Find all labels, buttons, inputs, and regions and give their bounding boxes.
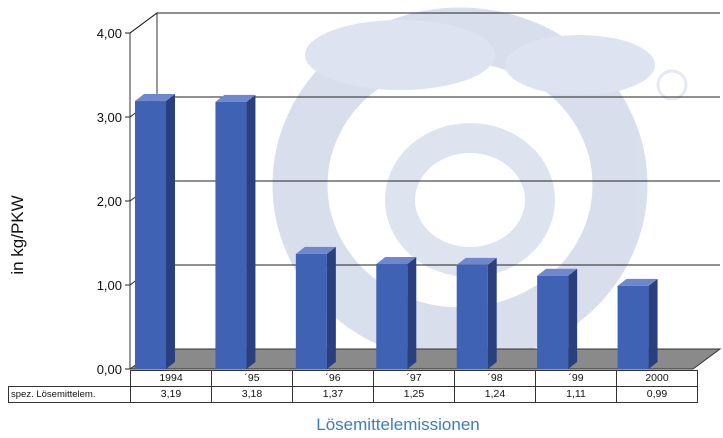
bar-front: [376, 264, 407, 369]
bar-side: [246, 95, 255, 369]
table-value-cell: 3,19: [131, 387, 212, 403]
table-category-cell: 2000: [617, 371, 698, 387]
bar: [537, 269, 577, 369]
y-axis-ticks: 0,001,002,003,004,00: [97, 26, 130, 377]
bar-front: [135, 101, 166, 369]
data-table: 1994 ´95 ´96 ´97 ´98 ´99 2000 spez. Löse…: [8, 370, 698, 403]
table-value-cell: 1,11: [536, 387, 617, 403]
watermark-swirl-top: [305, 20, 495, 90]
y-axis-label: in kg/PKW: [8, 195, 28, 274]
table-value-cell: 1,37: [293, 387, 374, 403]
bar-front: [537, 276, 568, 369]
table-value-cell: 0,99: [617, 387, 698, 403]
bar-front: [618, 286, 649, 369]
series-name-cell: spez. Lösemittelem.: [9, 387, 131, 403]
chart-caption: Lösemittelemissionen: [248, 415, 548, 435]
table-header-row: 1994 ´95 ´96 ´97 ´98 ´99 2000: [9, 371, 698, 387]
bar-side: [407, 257, 416, 369]
table-category-cell: ´97: [374, 371, 455, 387]
watermark-swirl-inner: [400, 138, 540, 262]
bar-side: [568, 269, 577, 369]
table-corner: [9, 371, 131, 387]
watermark-swirl-right: [505, 35, 655, 95]
table-value-cell: 3,18: [212, 387, 293, 403]
bar: [376, 257, 416, 369]
table-value-cell: 1,25: [374, 387, 455, 403]
bar: [135, 94, 175, 369]
bar-side: [327, 247, 336, 369]
bar-front: [296, 254, 327, 369]
table-category-cell: ´96: [293, 371, 374, 387]
bar-front: [457, 265, 488, 369]
table-category-cell: ´99: [536, 371, 617, 387]
table-category-cell: 1994: [131, 371, 212, 387]
table-category-cell: ´98: [455, 371, 536, 387]
table-category-cell: ´95: [212, 371, 293, 387]
bar: [215, 95, 255, 369]
y-tick-label: 1,00: [97, 278, 122, 293]
y-tick-label: 2,00: [97, 194, 122, 209]
bar-side: [488, 258, 497, 369]
y-tick-label: 3,00: [97, 110, 122, 125]
bar-side: [649, 279, 658, 369]
y-tick-label: 4,00: [97, 26, 122, 41]
table-value-cell: 1,24: [455, 387, 536, 403]
table-row: spez. Lösemittelem. 3,19 3,18 1,37 1,25 …: [9, 387, 698, 403]
bar: [457, 258, 497, 369]
bar-side: [166, 94, 175, 369]
bar-front: [215, 102, 246, 369]
watermark-registered-icon: [658, 71, 686, 99]
bar: [296, 247, 336, 369]
bar: [618, 279, 658, 369]
